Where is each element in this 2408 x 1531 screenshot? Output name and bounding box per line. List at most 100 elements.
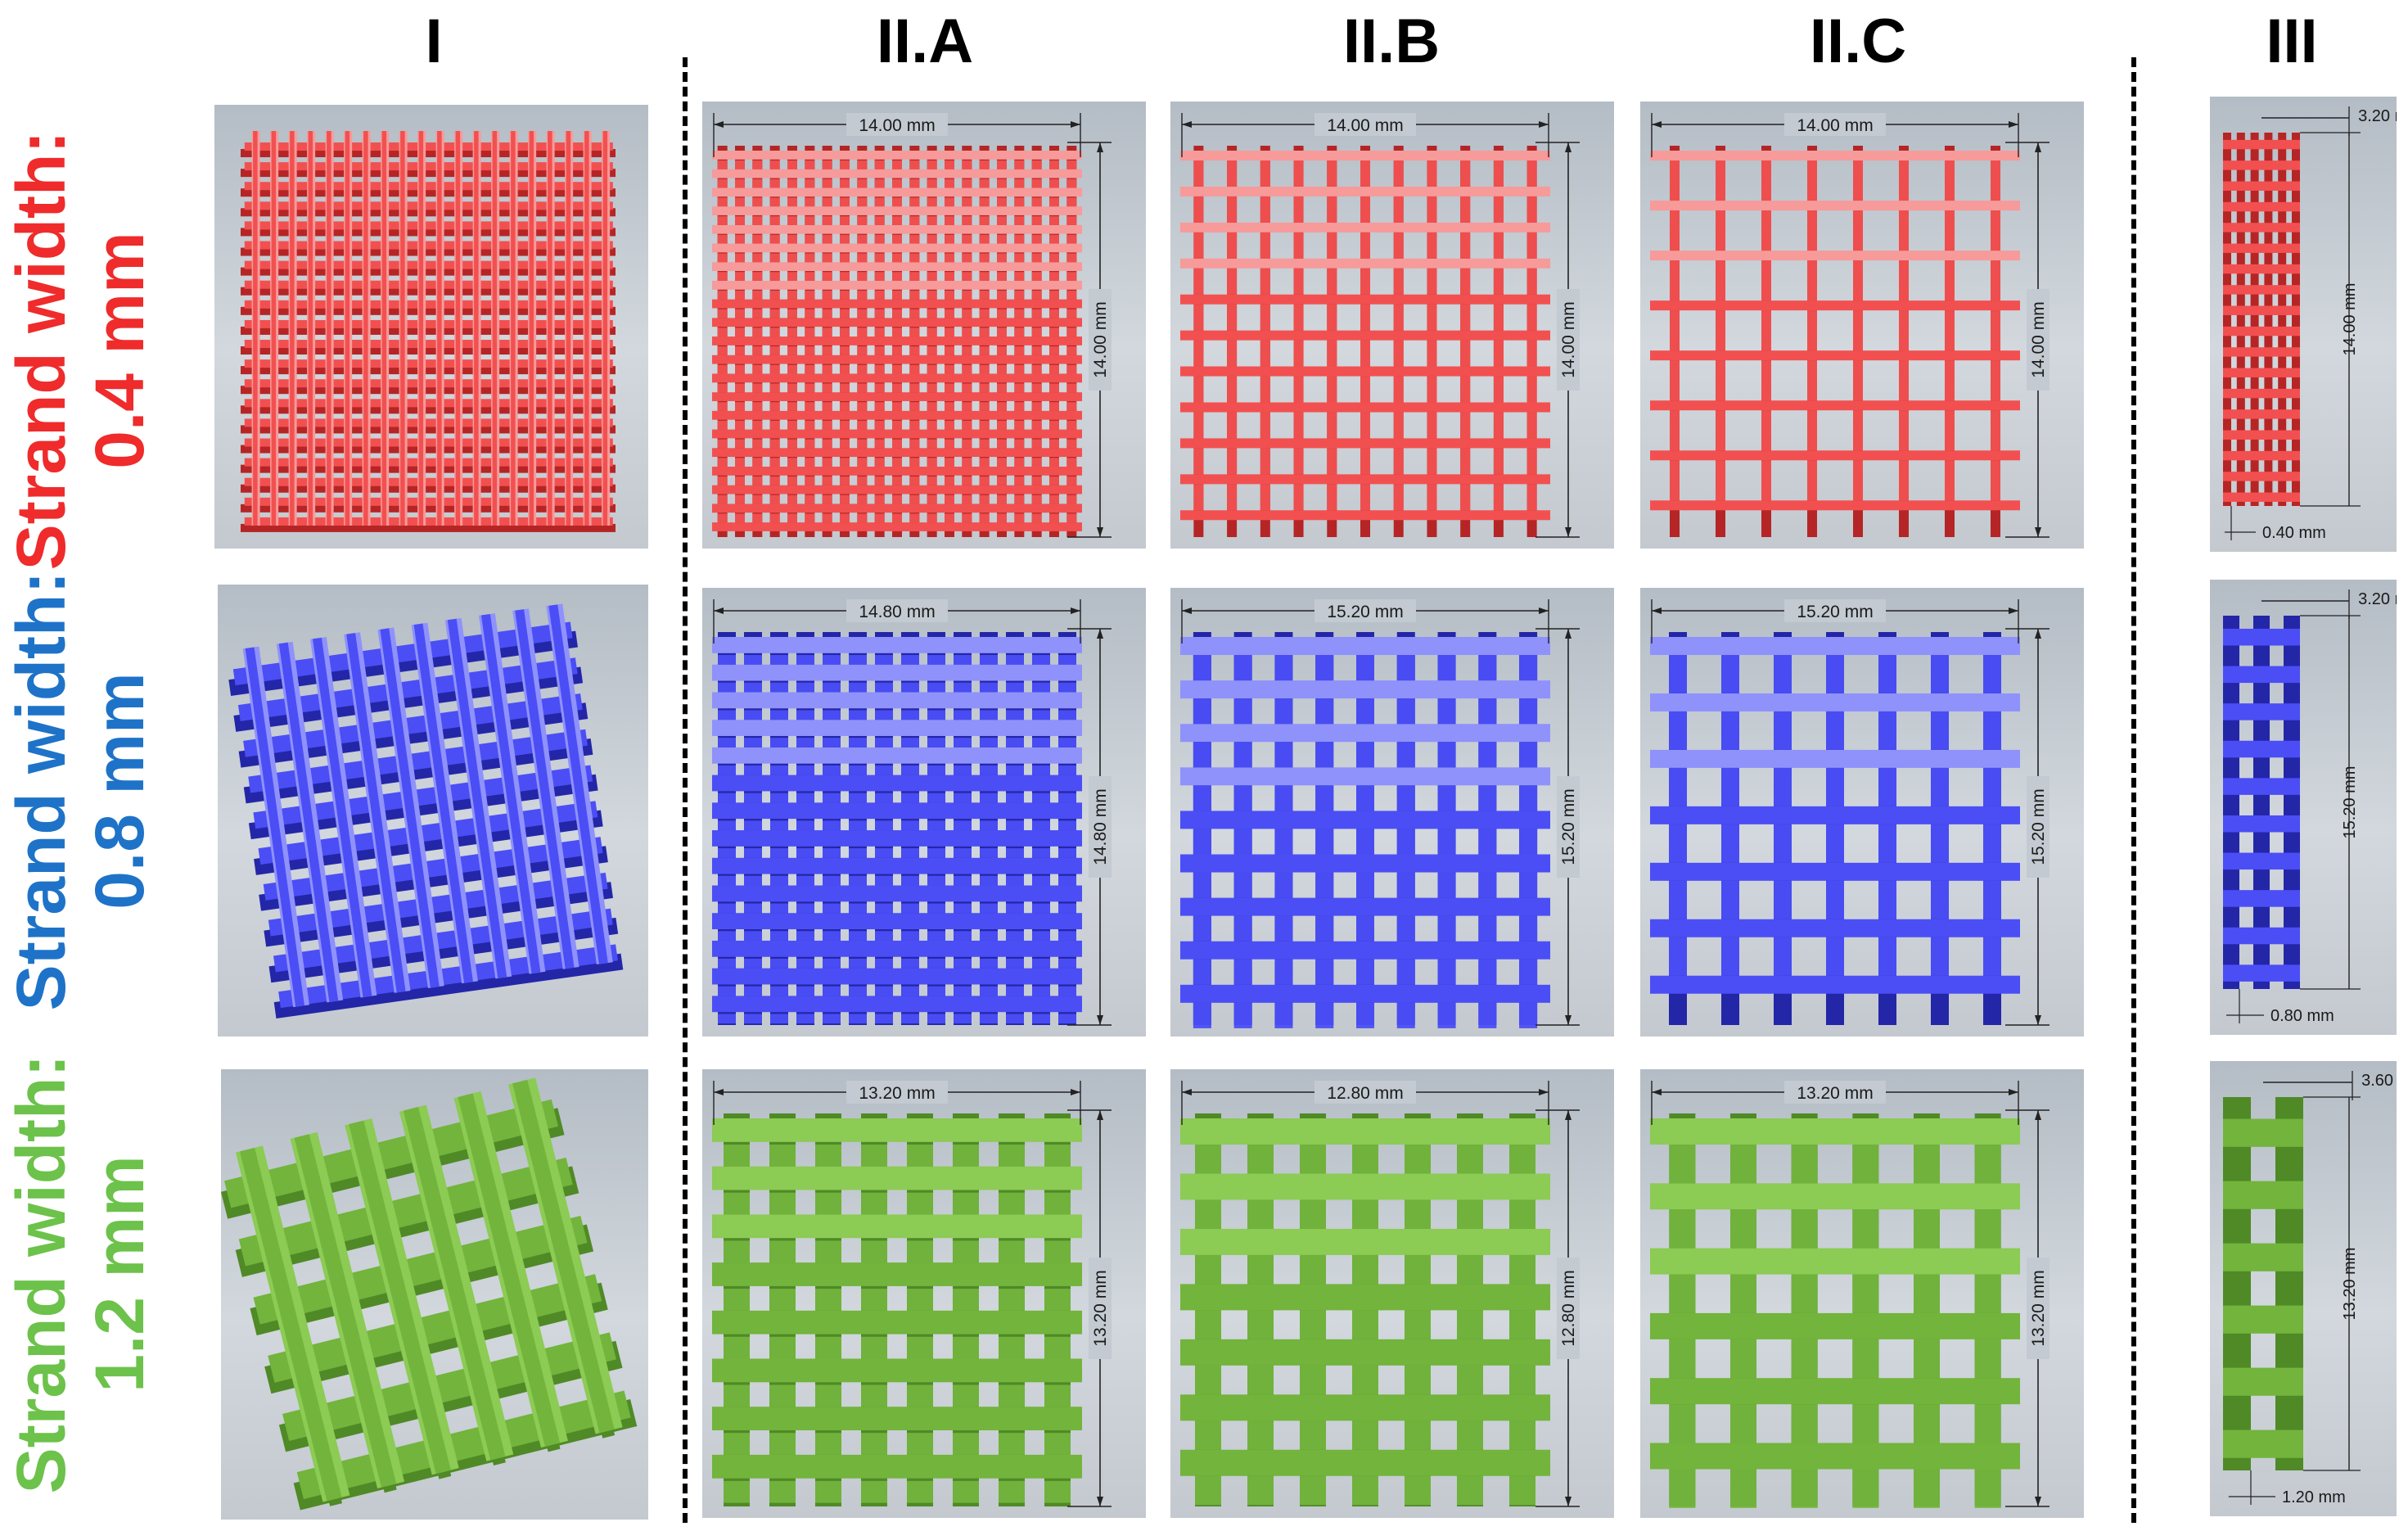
- vertical-strand-segment: [997, 178, 1007, 188]
- vertical-strand-segment: [1437, 829, 1456, 855]
- vertical-strand-segment: [770, 793, 788, 803]
- lattice-bar-face: [346, 633, 406, 993]
- vertical-strand-segment: [770, 958, 788, 969]
- vertical-strand-segment: [787, 402, 797, 411]
- vertical-strand-segment: [752, 513, 763, 523]
- side-dimension-strand-label: 0.80 mm: [2270, 1007, 2334, 1025]
- side-dimension-height-label: 15.20 mm: [2341, 766, 2359, 839]
- vertical-strand-segment: [1058, 793, 1076, 803]
- horizontal-strand: [712, 720, 1082, 736]
- vertical-strand-segment: [1460, 196, 1471, 223]
- vertical-strand-segment: [1031, 327, 1042, 337]
- vertical-strand-segment: [1227, 376, 1238, 403]
- vertical-strand-segment: [1044, 1289, 1071, 1311]
- vertical-strand-segment: [945, 160, 954, 169]
- vertical-strand-segment: [787, 253, 797, 263]
- vertical-strand-segment: [752, 346, 763, 355]
- vertical-strand-segment: [823, 655, 841, 665]
- vertical-strand-segment: [1193, 742, 1211, 768]
- vertical-strand-segment: [1031, 160, 1042, 169]
- horizontal-strand: [712, 466, 1082, 476]
- lattice-bar-shadow: [241, 188, 616, 197]
- vertical-strand-segment: [1360, 196, 1370, 223]
- vertical-strand-segment: [909, 383, 920, 393]
- vertical-strand-segment: [752, 383, 763, 393]
- vertical-strand-segment: [892, 383, 902, 393]
- horizontal-strand: [1650, 806, 2020, 824]
- vertical-strand-segment: [1519, 829, 1538, 855]
- vertical-strand-segment: [1260, 448, 1270, 475]
- vertical-strand-segment: [909, 420, 920, 430]
- horizontal-strand: [1180, 1339, 1550, 1366]
- vertical-strand-segment: [1227, 196, 1238, 223]
- side-column: [2236, 133, 2245, 506]
- vertical-strand-segment: [979, 290, 990, 300]
- vertical-strand-segment: [875, 765, 893, 775]
- vertical-strand-segment: [724, 1289, 750, 1311]
- vertical-strand-segment: [954, 738, 972, 747]
- vertical-strand-segment: [997, 290, 1007, 300]
- vertical-strand-segment: [752, 234, 763, 244]
- vertical-strand-segment: [1457, 1475, 1483, 1506]
- horizontal-strand: [1650, 450, 2020, 461]
- vertical-strand-segment: [962, 178, 972, 188]
- vertical-strand-segment: [769, 402, 780, 411]
- vertical-strand-segment: [1014, 402, 1025, 411]
- vertical-strand-segment: [909, 290, 920, 300]
- vertical-strand-segment: [1031, 346, 1042, 355]
- vertical-strand-segment: [874, 458, 885, 467]
- side-rung: [2223, 305, 2300, 315]
- vertical-strand-segment: [805, 327, 815, 337]
- vertical-strand-segment: [1774, 767, 1792, 806]
- vertical-strand-segment: [945, 178, 954, 188]
- vertical-strand-segment: [980, 655, 998, 665]
- vertical-strand-segment: [1032, 682, 1050, 693]
- vertical-strand-segment: [815, 1145, 841, 1167]
- vertical-strand-segment: [1393, 412, 1404, 439]
- panel-drawing: [241, 131, 616, 532]
- vertical-strand-segment: [1260, 160, 1270, 187]
- vertical-strand-segment: [997, 495, 1007, 504]
- vertical-strand-segment: [1260, 340, 1270, 367]
- side-rung: [2223, 628, 2300, 646]
- row-label-strand: Strand: [2, 1256, 79, 1494]
- dimension-width-label: 14.00 mm: [1797, 116, 1873, 135]
- vertical-strand-segment: [717, 476, 728, 485]
- vertical-strand-segment: [954, 1014, 972, 1024]
- vertical-strand-segment: [1437, 872, 1456, 898]
- vertical-strand-segment: [1721, 824, 1739, 863]
- vertical-strand-segment: [1931, 711, 1949, 750]
- vertical-strand-segment: [1014, 327, 1025, 337]
- vertical-strand-segment: [1356, 915, 1374, 942]
- horizontal-strand: [712, 1407, 1082, 1431]
- vertical-strand-segment: [744, 710, 762, 720]
- vertical-strand-segment: [857, 216, 868, 225]
- vertical-strand-segment: [857, 178, 868, 188]
- vertical-strand-segment: [1031, 364, 1042, 374]
- horizontal-strand: [712, 775, 1082, 792]
- vertical-strand-segment: [1427, 304, 1437, 331]
- vertical-strand-segment: [840, 253, 850, 263]
- vertical-strand-segment: [1315, 829, 1334, 855]
- lattice-bar-face: [271, 131, 277, 526]
- vertical-strand-segment: [1006, 682, 1024, 693]
- horizontal-strand: [712, 830, 1082, 847]
- vertical-strand-segment: [962, 253, 972, 263]
- lattice-bar-face: [327, 131, 331, 526]
- vertical-strand-segment: [744, 903, 762, 914]
- vertical-strand-segment: [1356, 742, 1374, 768]
- vertical-strand-segment: [1761, 160, 1771, 201]
- horizontal-strand: [712, 318, 1082, 327]
- vertical-strand-segment: [1014, 476, 1025, 485]
- vertical-strand-segment: [769, 197, 780, 207]
- dimension-height-arrow-bottom: [2035, 527, 2041, 537]
- vertical-strand-segment: [744, 820, 762, 831]
- vertical-strand-segment: [718, 738, 736, 747]
- vertical-strand-segment: [769, 1480, 796, 1503]
- vertical-strand-segment: [1460, 304, 1471, 331]
- vertical-strand-segment: [1066, 327, 1077, 337]
- vertical-strand-segment: [945, 216, 954, 225]
- vertical-strand-segment: [1393, 484, 1404, 511]
- vertical-strand-segment: [892, 495, 902, 504]
- vertical-strand-segment: [1066, 495, 1077, 504]
